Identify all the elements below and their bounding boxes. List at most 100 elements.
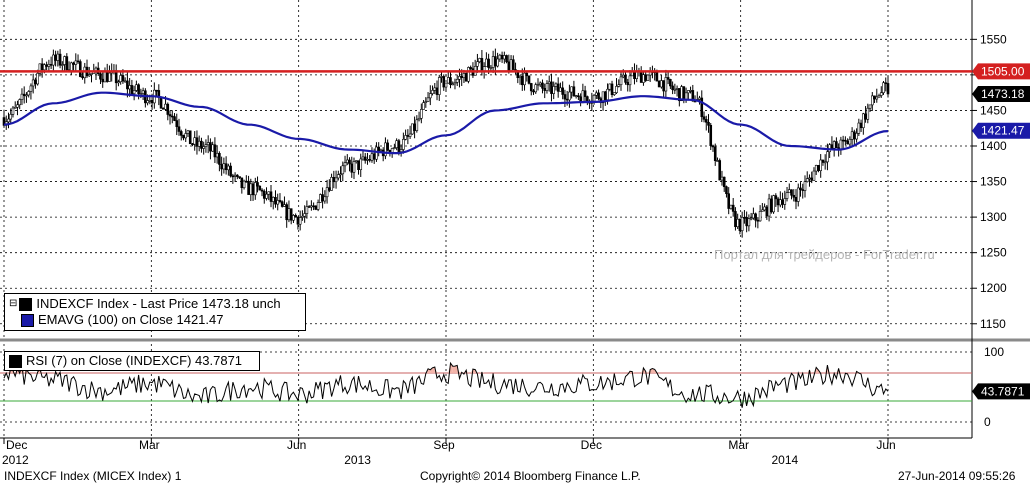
x-year-label-2: 2014 [772, 453, 799, 467]
price-candle-body [20, 93, 24, 100]
price-candle-body [29, 85, 33, 92]
price-candle-body [155, 89, 158, 92]
price-candle-body [853, 131, 856, 140]
price-candle-body [628, 75, 632, 86]
ema-line [3, 91, 889, 155]
price-candle-body [121, 75, 125, 82]
price-candle-body [337, 174, 340, 179]
price-candle-body [626, 82, 630, 86]
price-candle-body [245, 180, 248, 183]
price-candle-body [673, 88, 677, 91]
price-candle-body [691, 90, 695, 102]
price-candle-body [363, 156, 367, 161]
price-candle-body [316, 202, 320, 210]
price-candle-body [372, 153, 376, 160]
price-candle-body [718, 160, 722, 181]
price-candle-body [426, 97, 430, 102]
price-candle-body [164, 103, 167, 110]
price-candle-body [657, 80, 661, 88]
x-year-label-0: 2012 [2, 453, 29, 467]
price-candle-body [170, 115, 174, 118]
price-candle-body [603, 91, 607, 101]
rsi-overbought-fill [432, 366, 435, 373]
price-candle-body [81, 76, 84, 79]
price-candle-body [882, 82, 885, 94]
price-candle-body [453, 82, 457, 85]
price-candle-body [687, 90, 690, 94]
x-month-label-2: Jun [287, 438, 306, 452]
price-candle-body [711, 145, 715, 148]
legend-swatch-ema [21, 313, 34, 327]
price-candle-body [213, 144, 217, 158]
price-candle-body [792, 194, 796, 198]
price-candle-body [325, 187, 329, 198]
price-candle-body [720, 176, 724, 181]
price-candle-body [671, 85, 674, 91]
price-candle-body [361, 156, 365, 160]
price-candle-body [200, 140, 203, 149]
price-candle-body [56, 53, 60, 61]
price-candle-body [283, 204, 286, 207]
price-candle-body [321, 194, 324, 202]
price-candle-body [770, 198, 773, 213]
price-candle-body [249, 183, 253, 195]
price-candle-body [184, 133, 188, 139]
price-candle-body [406, 135, 410, 137]
price-candle-body [547, 81, 551, 84]
price-candle-body [285, 204, 289, 221]
price-candle-body [559, 87, 562, 92]
price-legend: ⊟ INDEXCF Index - Last Price 1473.18 unc… [4, 293, 306, 331]
price-candle-body [572, 86, 576, 97]
price-candle-body [781, 199, 784, 205]
price-candle-body [191, 143, 194, 146]
price-candle-body [702, 116, 706, 120]
expand-icon[interactable]: ⊟ [9, 298, 18, 309]
price-candle-body [478, 58, 481, 63]
price-candle-body [826, 151, 829, 163]
price-candle-body [294, 215, 297, 218]
price-candle-body [206, 142, 210, 146]
x-month-label-6: Jun [876, 438, 895, 452]
price-candle-body [561, 87, 564, 95]
price-candle-body [99, 73, 102, 80]
price-candle-body [128, 85, 131, 90]
rsi-tag-bg [972, 383, 1030, 400]
x-month-label-4: Dec [581, 438, 602, 452]
price-candle-body [449, 77, 452, 85]
price-candle-body [65, 56, 69, 71]
price-candle-body [186, 130, 190, 134]
price-candle-body [18, 99, 22, 106]
legend-row-ema: EMAVG (100) on Close 1421.47 [9, 312, 301, 328]
price-candle-body [704, 119, 708, 123]
price-candle-body [16, 104, 19, 108]
price-candle-body [460, 76, 464, 78]
price-candle-body [660, 80, 663, 88]
price-candle-body [554, 83, 558, 87]
price-candle-body [78, 61, 82, 77]
price-candle-body [642, 74, 645, 83]
price-candle-body [545, 83, 549, 91]
price-candle-body [296, 216, 300, 225]
price-candle-body [168, 114, 172, 117]
price-candle-body [345, 159, 349, 164]
rsi-overbought-fill [472, 369, 476, 373]
price-candle-body [776, 198, 780, 206]
price-candle-body [63, 56, 66, 65]
price-candle-body [218, 153, 221, 165]
x-month-label-3: Sep [433, 438, 455, 452]
price-candle-body [224, 163, 228, 171]
price-candle-body [787, 189, 791, 194]
price-candle-body [70, 62, 73, 71]
price-candle-body [731, 204, 735, 212]
price-candle-body [451, 83, 455, 86]
price-candle-body [146, 100, 149, 104]
price-candle-body [280, 201, 284, 207]
price-candle-body [698, 97, 701, 100]
price-candle-body [339, 173, 342, 176]
price-candle-body [541, 82, 544, 89]
price-candle-body [262, 190, 266, 199]
price-candle-body [103, 71, 107, 83]
price-candle-body [817, 165, 820, 171]
price-candle-body [413, 123, 416, 131]
price-candle-body [386, 142, 389, 151]
